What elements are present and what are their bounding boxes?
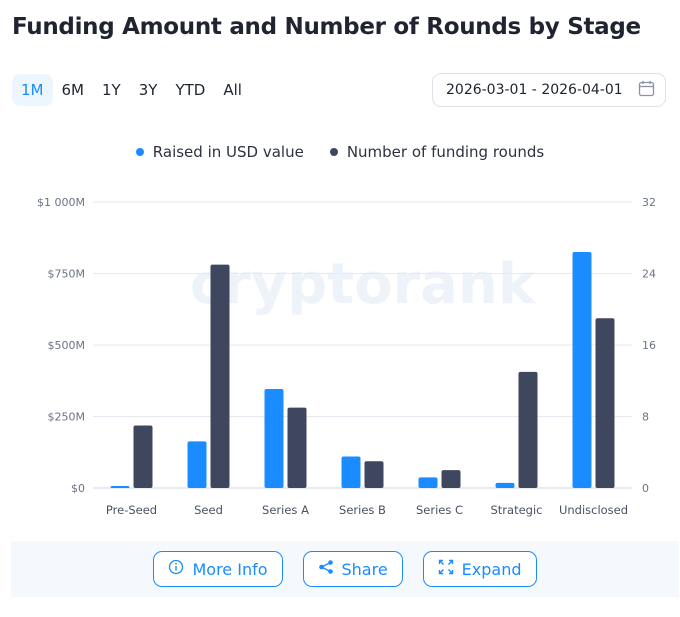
time-range-selector: 1M 6M 1Y 3Y YTD All xyxy=(12,74,251,106)
range-3y-button[interactable]: 3Y xyxy=(138,81,158,99)
y-left-tick-label: $0 xyxy=(71,482,85,495)
cryptorank-watermark: cryptorank xyxy=(190,252,537,317)
x-tick-label: Series B xyxy=(339,503,386,517)
bar-raised-pre-seed xyxy=(110,486,130,488)
bar-raised-series-a xyxy=(264,389,284,488)
x-tick-label: Strategic xyxy=(491,503,543,517)
y-left-tick-label: $250M xyxy=(48,411,86,424)
x-tick-label: Undisclosed xyxy=(559,503,628,517)
chart-footer: More Info Share xyxy=(11,541,679,597)
legend-dot-rounds xyxy=(329,148,338,156)
bar-rounds-pre-seed xyxy=(133,425,153,488)
y-right-tick-label: 32 xyxy=(642,196,656,209)
bar-raised-series-c xyxy=(418,477,438,488)
bar-rounds-seed xyxy=(210,264,230,488)
bar-rounds-strategic xyxy=(518,371,538,488)
bar-rounds-series-b xyxy=(364,461,384,488)
y-right-tick-label: 8 xyxy=(642,411,649,424)
expand-icon xyxy=(438,559,454,579)
bar-raised-strategic xyxy=(495,482,515,488)
share-label: Share xyxy=(341,559,388,579)
more-info-button[interactable]: More Info xyxy=(153,551,283,587)
legend-item-raised[interactable]: Raised in USD value xyxy=(135,143,304,161)
bar-raised-undisclosed xyxy=(572,252,592,488)
y-right-tick-label: 16 xyxy=(642,339,656,352)
expand-button[interactable]: Expand xyxy=(422,551,537,587)
x-tick-label: Series A xyxy=(262,503,309,517)
bar-rounds-series-c xyxy=(441,470,461,488)
y-right-tick-label: 0 xyxy=(642,482,649,495)
calendar-icon xyxy=(638,80,655,101)
range-all-button[interactable]: All xyxy=(223,81,242,99)
y-left-tick-label: $500M xyxy=(48,339,86,352)
x-tick-label: Series C xyxy=(416,503,463,517)
bar-raised-seed xyxy=(187,441,207,488)
legend-label-raised: Raised in USD value xyxy=(152,143,304,161)
bar-rounds-series-a xyxy=(287,407,307,488)
legend-item-rounds[interactable]: Number of funding rounds xyxy=(329,143,545,161)
bar-rounds-undisclosed xyxy=(595,318,615,488)
share-icon xyxy=(318,559,334,579)
range-ytd-button[interactable]: YTD xyxy=(175,81,206,99)
legend-label-rounds: Number of funding rounds xyxy=(346,143,545,161)
range-1m-button[interactable]: 1M xyxy=(12,74,53,106)
legend-dot-raised xyxy=(135,148,144,156)
funding-bar-chart: cryptorank $0 0 $250M 8 $500M 16 $750M 24 $1 000M… xyxy=(37,196,656,517)
expand-label: Expand xyxy=(461,559,522,579)
share-button[interactable]: Share xyxy=(302,551,403,587)
chart-legend: Raised in USD value Number of funding ro… xyxy=(0,143,680,161)
y-left-tick-label: $1 000M xyxy=(37,196,85,209)
more-info-label: More Info xyxy=(192,559,268,579)
date-range-value: 2026-03-01 - 2026-04-01 xyxy=(446,82,623,98)
chart-title: Funding Amount and Number of Rounds by S… xyxy=(12,14,641,40)
date-range-picker[interactable]: 2026-03-01 - 2026-04-01 xyxy=(432,73,666,107)
y-left-tick-label: $750M xyxy=(48,268,86,281)
range-6m-button[interactable]: 6M xyxy=(61,81,85,99)
y-right-tick-label: 24 xyxy=(642,268,656,281)
x-tick-label: Pre-Seed xyxy=(106,503,157,517)
range-1y-button[interactable]: 1Y xyxy=(102,81,121,99)
info-icon xyxy=(168,559,184,579)
x-tick-label: Seed xyxy=(194,503,223,517)
bar-raised-series-b xyxy=(341,456,361,488)
